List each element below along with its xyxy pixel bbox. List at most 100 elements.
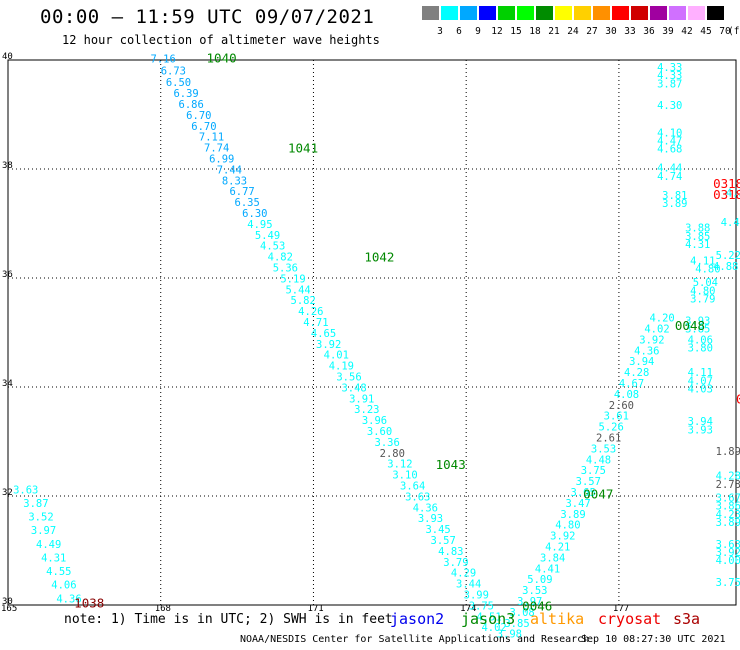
swh-value: 4.68 [657, 144, 682, 156]
swh-value: 3.60 [367, 426, 392, 438]
legend-swatch [498, 6, 515, 20]
swh-value: 4.28 [624, 367, 649, 379]
swh-value: 1.89 [716, 446, 740, 458]
plot-frame [7, 59, 737, 606]
swh-value: 4.36 [413, 502, 438, 514]
swh-value: 3.93 [418, 513, 443, 525]
legend-label: 3 [437, 26, 443, 37]
credit-text: NOAA/NESDIS Center for Satellite Applica… [240, 634, 590, 645]
y-tick-label: 30 [2, 597, 13, 607]
swh-value: 2.60 [609, 400, 634, 412]
legend-swatch [669, 6, 686, 20]
swh-value: 3.92 [316, 339, 341, 351]
legend-swatch [479, 6, 496, 20]
swh-value: 2.80 [380, 448, 405, 460]
swh-value: 3.85 [504, 618, 529, 630]
swh-value: 4.48 [586, 454, 611, 466]
swh-value: 3.85 [685, 231, 710, 243]
swh-value: 3.88 [685, 223, 710, 235]
swh-value: 3.97 [31, 525, 56, 537]
map-title: 00:00 – 11:59 UTC 09/07/2021 [40, 6, 375, 28]
swh-value: 4.06 [688, 334, 713, 346]
swh-value: 4.80 [555, 520, 580, 532]
swh-value: 3.08 [509, 607, 534, 619]
legend-label: 6 [456, 26, 462, 37]
swh-value: 3.52 [28, 512, 53, 524]
swh-value: 4.07 [688, 375, 713, 387]
swh-value: 3.53 [591, 443, 616, 455]
legend-label: 18 [529, 26, 541, 37]
swh-value: 5.19 [280, 273, 305, 285]
footer-note: note: 1) Time is in UTC; 2) SWH is in fe… [64, 612, 393, 627]
legend-label: 15 [510, 26, 522, 37]
x-tick-label: 177 [613, 604, 629, 614]
swh-value: 3.99 [464, 589, 489, 601]
swh-value: 3.57 [431, 535, 456, 547]
swh-value: 4.19 [329, 361, 354, 373]
legend-swatch [688, 6, 705, 20]
swh-value: 4.10 [657, 127, 682, 139]
swh-value: 4.80 [690, 285, 715, 297]
swh-value: 3.91 [349, 393, 374, 405]
legend-swatch [574, 6, 591, 20]
swh-value: 4.33 [657, 70, 682, 82]
pass-time-label: 0046 [522, 598, 552, 613]
legend-swatch [593, 6, 610, 20]
y-tick-label: 32 [2, 488, 13, 498]
swh-value: 6.30 [242, 208, 267, 220]
swh-value: 3.57 [576, 476, 601, 488]
swh-value: 4.48 [721, 217, 740, 229]
swh-value: 5.44 [285, 284, 310, 296]
x-tick-label: 165 [1, 604, 17, 614]
swh-value: 4.01 [324, 350, 349, 362]
swh-value: 3.97 [517, 596, 542, 608]
swh-value: 6.86 [179, 99, 204, 111]
swh-value: 4.51 [476, 611, 501, 623]
legend-swatch [460, 6, 477, 20]
swh-value: 6.50 [166, 77, 191, 89]
swh-value: 4.36 [634, 345, 659, 357]
swh-value: 4.23 [716, 509, 740, 521]
swh-value: 4.67 [619, 378, 644, 390]
legend-swatch [555, 6, 572, 20]
swh-value: 4.74 [657, 171, 682, 183]
pass-time-label: 0318 [713, 187, 740, 202]
swh-value: 4.02 [644, 324, 669, 336]
swh-value: 3.75 [716, 577, 740, 589]
swh-value: 3.63 [716, 539, 740, 551]
pass-time-label: 1042 [364, 250, 394, 265]
swh-value: 4.88 [713, 261, 738, 273]
swh-value: 3.87 [657, 78, 682, 90]
swh-value: 4.53 [260, 241, 285, 253]
swh-value: 4.34 [726, 187, 740, 199]
map-subtitle: 12 hour collection of altimeter wave hei… [62, 33, 380, 47]
satellite-jason2: jason2 [390, 610, 445, 628]
swh-value: 4.33 [657, 62, 682, 74]
pass-time-label: 1038 [74, 596, 104, 611]
satellite-jason3: jason3 [461, 610, 516, 628]
satellite-s3a: s3a [673, 610, 701, 628]
swh-value: 8.33 [222, 175, 247, 187]
swh-value: 4.80 [695, 264, 720, 276]
swh-value: 4.31 [685, 239, 710, 251]
swh-value: 3.53 [522, 585, 547, 597]
legend-label: 27 [586, 26, 598, 37]
swh-value: 6.70 [186, 110, 211, 122]
swh-value: 3.44 [456, 579, 481, 591]
pass-time-label: 1041 [288, 141, 318, 156]
swh-value: 4.11 [688, 367, 713, 379]
pass-time-label: 0318 [713, 176, 740, 191]
swh-value: 2.61 [596, 433, 621, 445]
legend-label: 36 [643, 26, 655, 37]
legend-label: 45 [700, 26, 712, 37]
swh-value: 3.94 [688, 416, 713, 428]
swh-value: 3.67 [716, 492, 740, 504]
y-tick-label: 36 [2, 270, 13, 280]
swh-value: 3.61 [604, 411, 629, 423]
legend-swatch [612, 6, 629, 20]
swh-value: 3.93 [685, 315, 710, 327]
legend-swatch [441, 6, 458, 20]
swh-value: 4.08 [614, 389, 639, 401]
swh-value: 5.04 [693, 277, 718, 289]
swh-value: 4.20 [649, 313, 674, 325]
